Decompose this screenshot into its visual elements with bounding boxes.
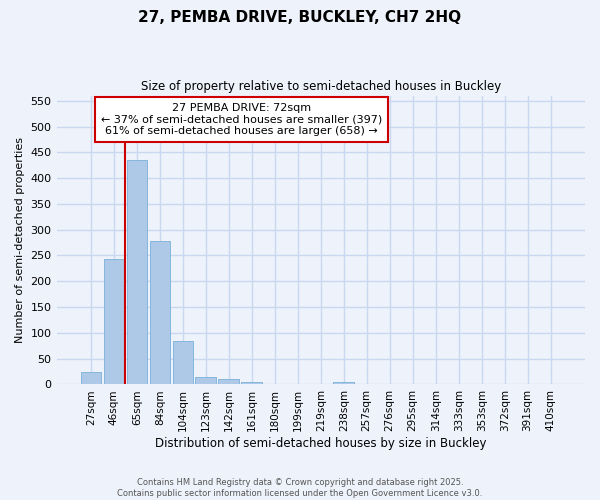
Text: 27, PEMBA DRIVE, BUCKLEY, CH7 2HQ: 27, PEMBA DRIVE, BUCKLEY, CH7 2HQ [139, 10, 461, 25]
Bar [218, 380, 239, 384]
Title: Size of property relative to semi-detached houses in Buckley: Size of property relative to semi-detach… [140, 80, 501, 93]
Text: 27 PEMBA DRIVE: 72sqm
← 37% of semi-detached houses are smaller (397)
61% of sem: 27 PEMBA DRIVE: 72sqm ← 37% of semi-deta… [101, 103, 382, 136]
Bar [241, 382, 262, 384]
Text: Contains HM Land Registry data © Crown copyright and database right 2025.
Contai: Contains HM Land Registry data © Crown c… [118, 478, 482, 498]
Bar [80, 372, 101, 384]
X-axis label: Distribution of semi-detached houses by size in Buckley: Distribution of semi-detached houses by … [155, 437, 487, 450]
Bar [104, 259, 124, 384]
Bar [334, 382, 354, 384]
Bar [196, 376, 216, 384]
Bar [173, 340, 193, 384]
Bar [149, 241, 170, 384]
Bar [127, 160, 147, 384]
Y-axis label: Number of semi-detached properties: Number of semi-detached properties [15, 137, 25, 343]
